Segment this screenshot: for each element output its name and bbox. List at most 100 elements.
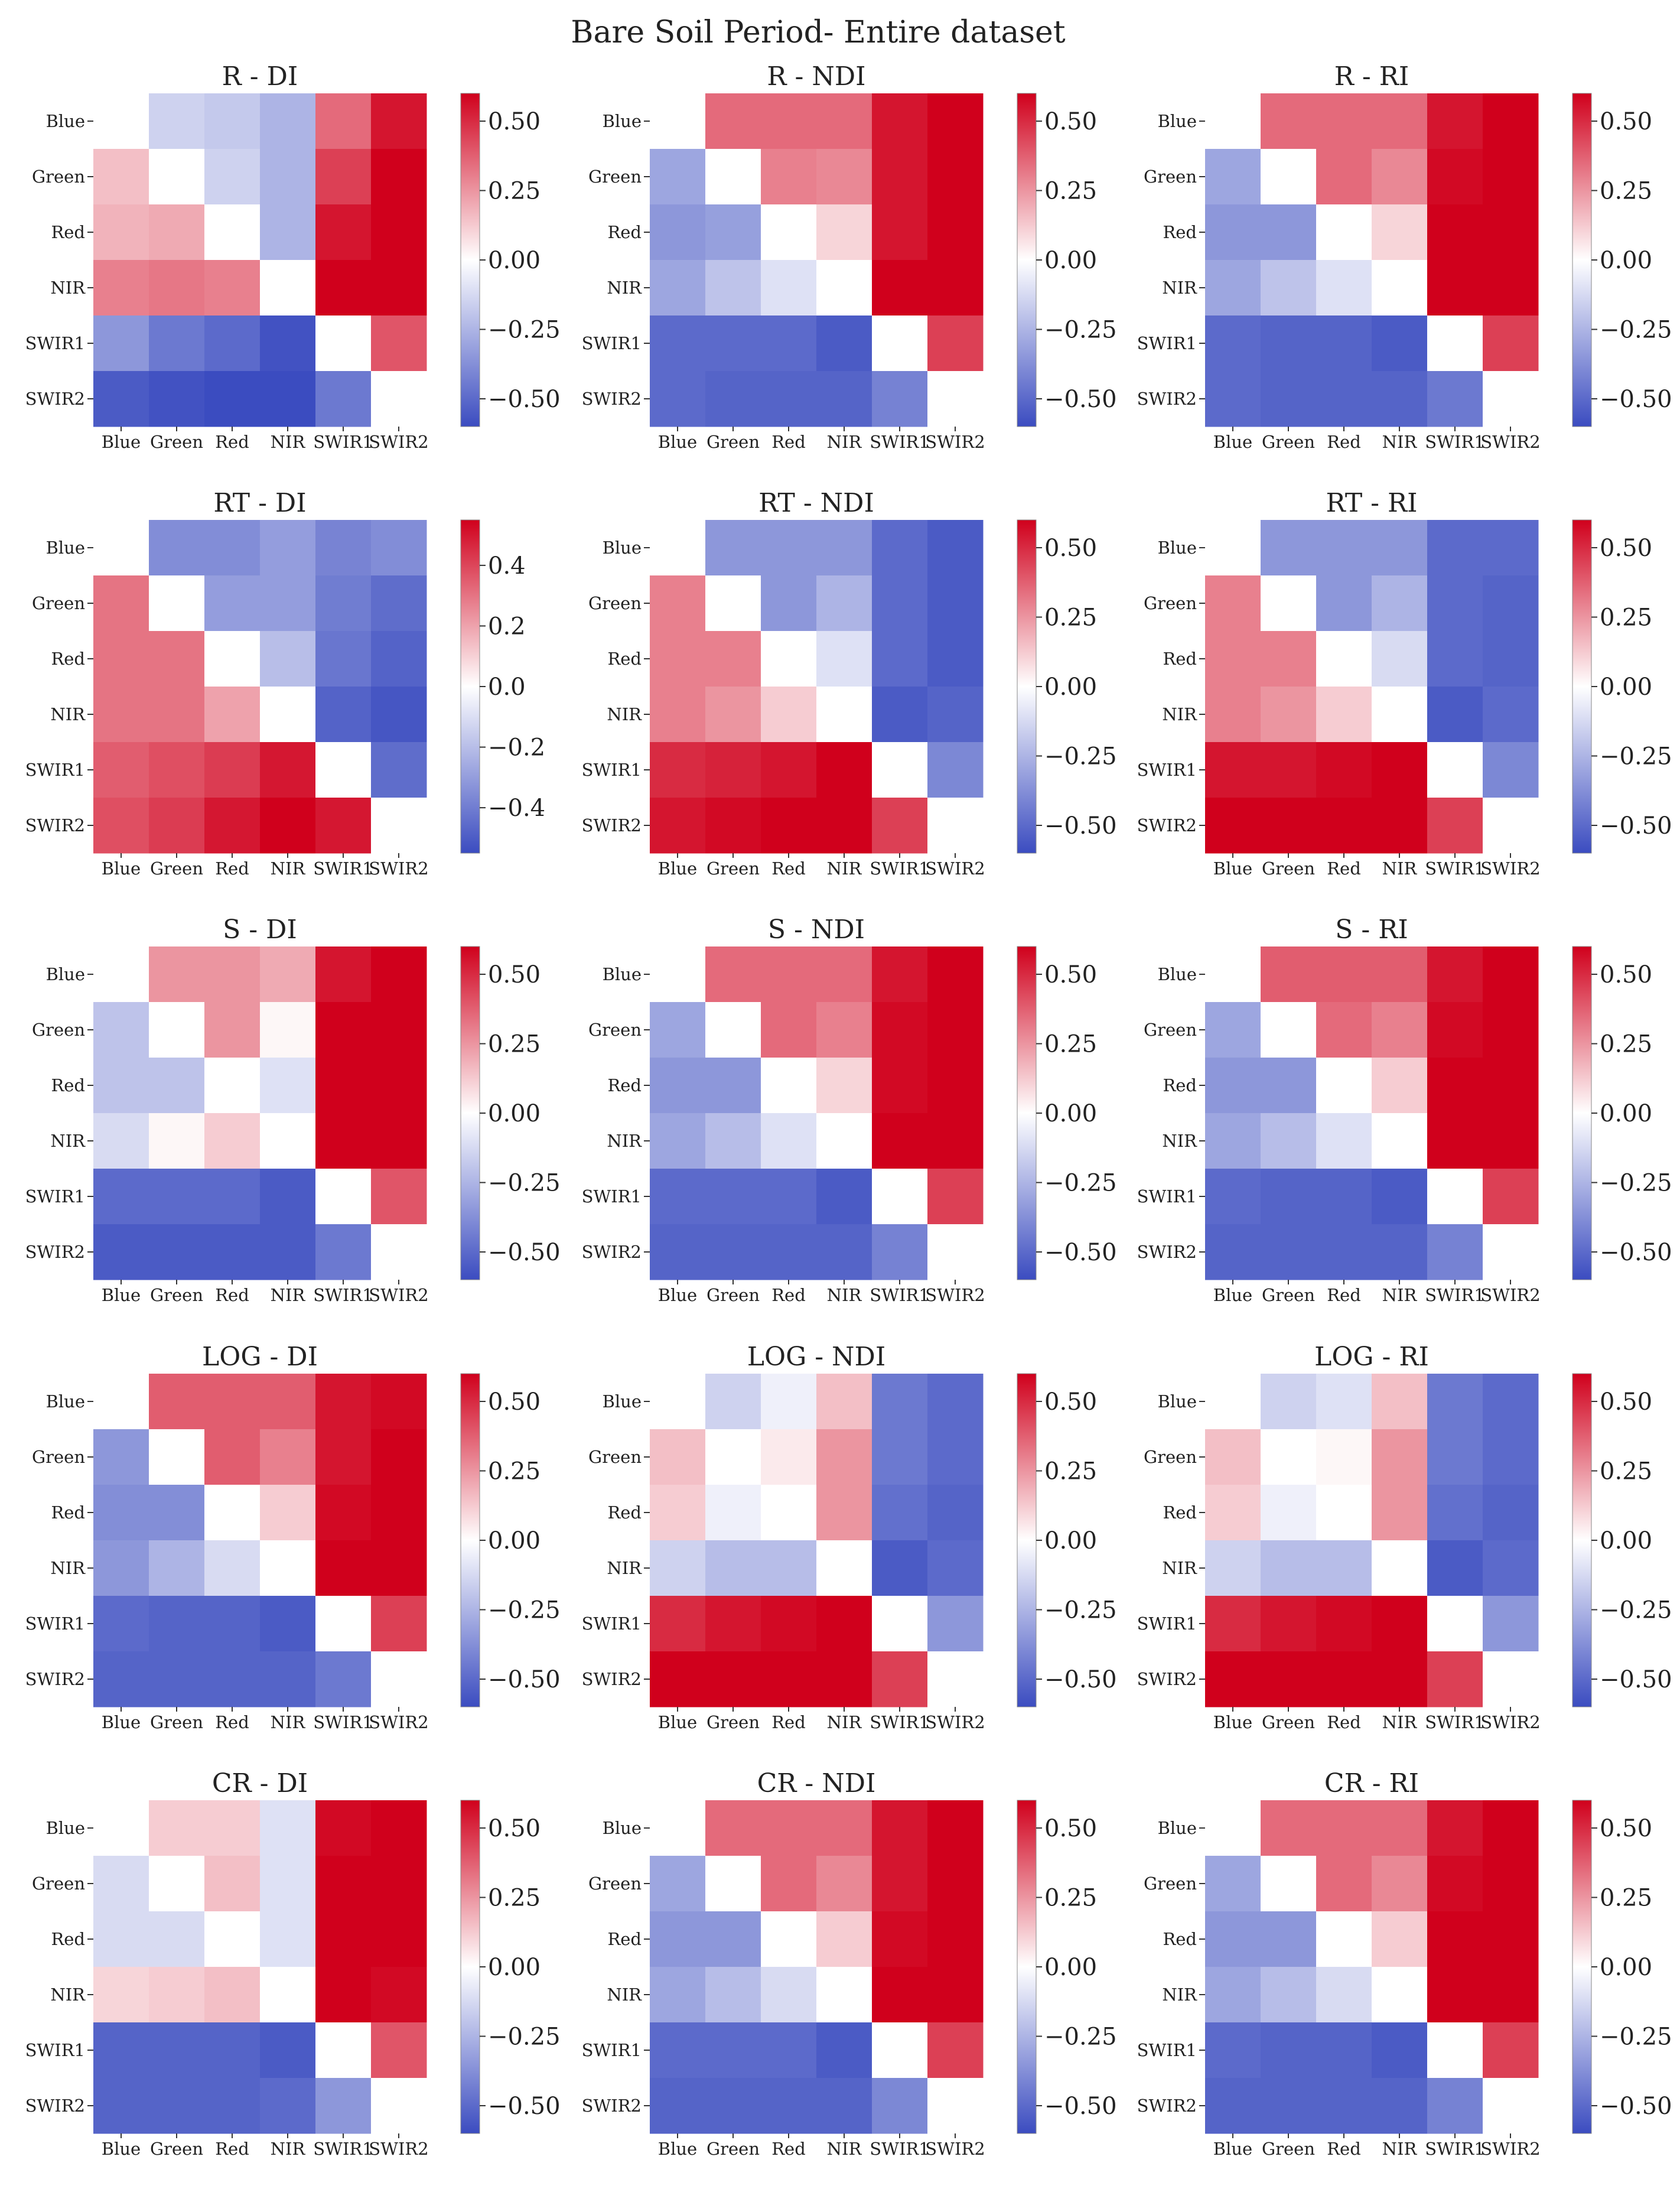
heatmap-cell — [93, 742, 149, 798]
y-tick-label: SWIR1 — [582, 1186, 642, 1206]
heatmap-cell — [872, 631, 928, 687]
y-tick-label: SWIR2 — [582, 2096, 642, 2116]
heatmap-cell — [1205, 520, 1261, 576]
heatmap-cell — [149, 742, 205, 798]
y-tick-label: Blue — [46, 538, 85, 558]
heatmap-cell — [872, 1967, 928, 2023]
heatmap-cell — [1205, 371, 1261, 427]
heatmap-cell — [204, 204, 261, 261]
heatmap-cell — [260, 1113, 316, 1169]
panel-title: RT - DI — [213, 488, 306, 518]
x-tick-label: NIR — [827, 432, 862, 452]
heatmap-cell — [1427, 946, 1483, 1003]
heatmap-cell — [761, 520, 817, 576]
heatmap-cell — [1261, 1058, 1317, 1114]
heatmap-cell — [1427, 1374, 1483, 1430]
x-tick-label: Green — [1262, 1285, 1315, 1305]
heatmap-cell — [371, 260, 427, 316]
heatmap-cell — [315, 371, 372, 427]
colorbar-tick-label: 0.00 — [1044, 674, 1097, 701]
heatmap-cell — [1372, 575, 1428, 632]
heatmap-cell — [650, 1856, 706, 1912]
heatmap-cell — [371, 371, 427, 427]
heatmap-cell — [371, 1596, 427, 1652]
x-tick-label: Blue — [102, 1285, 141, 1305]
colorbar-tick-label: −0.25 — [1044, 1170, 1117, 1197]
heatmap-cell — [1372, 1113, 1428, 1169]
heatmap-cell — [149, 631, 205, 687]
heatmap-cell — [650, 1113, 706, 1169]
colorbar-tick-label: 0.25 — [1600, 604, 1652, 632]
heatmap-cell — [315, 2078, 372, 2134]
heatmap-cell — [149, 2078, 205, 2134]
colorbar-tick-label: 0.00 — [1600, 247, 1652, 274]
heatmap-cell — [761, 149, 817, 205]
heatmap-cell — [1261, 2022, 1317, 2079]
y-tick-label: NIR — [50, 278, 86, 298]
heatmap-cell — [315, 1169, 372, 1225]
y-tick-label: SWIR2 — [582, 1669, 642, 1689]
x-tick-label: Green — [1262, 858, 1315, 879]
heatmap-cell — [204, 798, 261, 854]
y-tick-label: Red — [51, 1075, 85, 1095]
colorbar-tick-label: 0.25 — [1044, 1885, 1097, 1912]
x-tick-label: Green — [1262, 2139, 1315, 2159]
heatmap-cell — [761, 2078, 817, 2134]
heatmap-cell — [1372, 1651, 1428, 1707]
x-tick-label: SWIR2 — [1480, 432, 1540, 452]
heatmap-cell — [1483, 1651, 1539, 1707]
heatmap-cell — [1205, 1651, 1261, 1707]
heatmap-cell — [93, 1596, 149, 1652]
heatmap-cell — [1205, 1169, 1261, 1225]
heatmap-cell — [761, 1596, 817, 1652]
x-tick-label: SWIR1 — [1425, 858, 1484, 879]
colorbar-tick-label: −0.50 — [1600, 386, 1672, 413]
y-tick-label: SWIR1 — [582, 2040, 642, 2060]
heatmap-cell — [1427, 1224, 1483, 1280]
x-tick-label: Blue — [102, 432, 141, 452]
x-tick-label: Blue — [1213, 432, 1252, 452]
heatmap-cell — [1205, 1224, 1261, 1280]
colorbar-tick-label: −0.2 — [488, 734, 545, 762]
heatmap-cell — [371, 2022, 427, 2079]
heatmap-cell — [204, 1224, 261, 1280]
heatmap-cell — [1483, 742, 1539, 798]
heatmap-cell — [1427, 2022, 1483, 2079]
heatmap-cell — [761, 1058, 817, 1114]
heatmap-cell — [149, 315, 205, 372]
y-tick-label: Red — [51, 649, 85, 669]
heatmap-cell — [1483, 631, 1539, 687]
heatmap-cell — [371, 946, 427, 1003]
x-tick-label: NIR — [827, 1285, 862, 1305]
y-tick-label: SWIR2 — [25, 815, 85, 835]
x-tick-label: SWIR2 — [369, 2139, 428, 2159]
y-tick-label: Blue — [1158, 1391, 1197, 1411]
heatmap-cell — [1205, 946, 1261, 1003]
panel-title: RT - RI — [1326, 488, 1417, 518]
colorbar-tick-label: −0.50 — [488, 2093, 561, 2120]
heatmap-cell — [705, 1169, 761, 1225]
y-tick-label: NIR — [50, 1131, 86, 1151]
x-tick-label: Blue — [102, 1712, 141, 1732]
heatmap-cell — [1261, 204, 1317, 261]
heatmap-cell — [371, 204, 427, 261]
heatmap-cell — [705, 1485, 761, 1541]
heatmap-cell — [761, 1169, 817, 1225]
x-tick-label: SWIR2 — [925, 858, 985, 879]
colorbar-tick-label: 0.00 — [1044, 1954, 1097, 1981]
x-tick-label: SWIR1 — [870, 858, 929, 879]
colorbar-tick-label: −0.25 — [1600, 743, 1672, 770]
heatmap-cell — [315, 687, 372, 743]
heatmap-cell — [1372, 1540, 1428, 1596]
panel-title: R - DI — [222, 61, 298, 92]
heatmap-cell — [1261, 1651, 1317, 1707]
heatmap-cell — [816, 575, 872, 632]
heatmap-cell — [315, 149, 372, 205]
x-tick-label: SWIR2 — [369, 858, 428, 879]
heatmap-cell — [204, 1651, 261, 1707]
heatmap-cell — [260, 260, 316, 316]
heatmap-cell — [927, 1058, 984, 1114]
heatmap-cell — [371, 1169, 427, 1225]
heatmap-cell — [650, 1169, 706, 1225]
